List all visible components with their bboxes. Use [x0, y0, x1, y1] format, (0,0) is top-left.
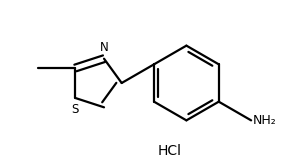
Text: NH₂: NH₂ [253, 114, 277, 127]
Text: HCl: HCl [158, 144, 182, 158]
Text: N: N [100, 41, 108, 54]
Text: S: S [72, 103, 79, 116]
